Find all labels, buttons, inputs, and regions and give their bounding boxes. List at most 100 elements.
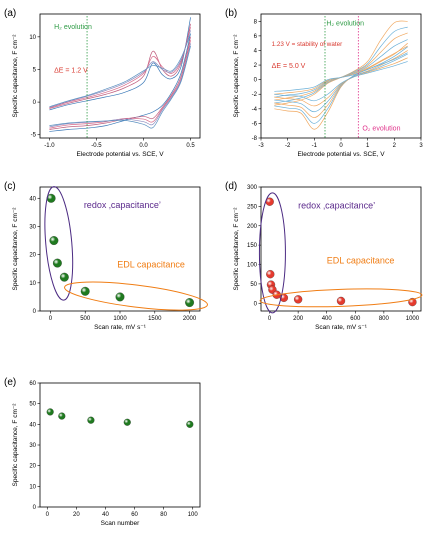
x-tick-label: 1500 (148, 316, 162, 322)
y-tick-label: 150 (247, 243, 258, 249)
x-axis-label: Scan number (101, 520, 140, 527)
cv-curve-reverse (274, 61, 408, 102)
cv-curve-forward (49, 23, 191, 109)
plot-frame (260, 186, 422, 312)
panel-label: (e) (4, 377, 16, 388)
data-point (186, 420, 194, 428)
y-tick-label: 0 (254, 78, 258, 84)
cv-curve-reverse (49, 36, 191, 130)
y-tick-label: 0 (33, 100, 37, 106)
plot-frame (39, 13, 201, 139)
annotation-edl: EDL capacitance (117, 259, 185, 269)
y-tick-label: 50 (250, 282, 257, 288)
y-tick-label: 4 (254, 48, 258, 54)
panel-d: (d) 0 200 400 600 800 1000 0 50 100 150 200 250 300 Sc… (225, 181, 423, 331)
y-tick-label: -2 (252, 92, 258, 98)
x-tick-label: 3 (419, 143, 423, 149)
data-point (59, 272, 69, 282)
y-tick-label: 30 (29, 224, 36, 230)
x-tick-label: 40 (102, 512, 109, 518)
x-axis-label: Electrode potential vs. SCE, V (76, 151, 164, 158)
y-tick-label: 20 (29, 253, 36, 259)
x-tick-label: 60 (131, 512, 138, 518)
annotation-water-stability: 1.23 V = stability of water (272, 41, 343, 48)
y-tick-label: 10 (29, 281, 36, 287)
annotation-delta-e: ΔE = 1.2 V (54, 68, 88, 75)
y-tick-label: 8 (254, 19, 258, 25)
x-tick-label: 20 (73, 512, 80, 518)
x-tick-label: -1 (312, 143, 318, 149)
cv-curve-reverse (49, 45, 191, 129)
panel-label: (c) (4, 181, 16, 192)
x-tick-label: -2 (285, 143, 291, 149)
cv-curve-forward (49, 17, 191, 111)
panel-label: (b) (225, 8, 237, 19)
x-axis-label: Scan rate, mV s⁻¹ (315, 324, 368, 331)
x-tick-label: -3 (258, 143, 264, 149)
annotation-edl: EDL capacitance (327, 256, 395, 266)
annotation-redox: redox ‚capacitance’ (298, 200, 375, 210)
x-tick-label: -0.5 (91, 143, 102, 149)
x-tick-label: 100 (188, 512, 199, 518)
x-tick-label: 0 (49, 316, 53, 322)
x-tick-label: 800 (379, 316, 390, 322)
x-axis-label: Scan rate, mV s⁻¹ (94, 324, 147, 331)
redox-ellipse (44, 186, 74, 301)
y-tick-label: 200 (247, 224, 258, 230)
y-tick-label: 50 (29, 402, 36, 408)
redox-ellipse (258, 192, 286, 314)
cv-curve-forward (49, 26, 191, 109)
cv-curve-reverse (274, 53, 408, 113)
x-tick-label: 600 (350, 316, 361, 322)
cv-curve-reverse (274, 46, 408, 124)
data-point (185, 298, 195, 307)
x-tick-label: 500 (80, 316, 91, 322)
y-tick-label: 60 (29, 381, 36, 387)
y-tick-label: 0 (33, 309, 37, 315)
x-tick-label: 200 (293, 316, 304, 322)
x-tick-label: 0 (46, 512, 50, 518)
x-axis-label: Electrode potential vs. SCE, V (297, 151, 385, 158)
annotation-h2-evolution: H₂ evolution (326, 21, 364, 28)
y-tick-label: 0 (254, 301, 258, 307)
panel-b: (b) -3 -2 -1 0 1 2 3 -8 -6 -4 -2 0 2 4 6 8 Electrode pote… (225, 8, 423, 158)
x-tick-label: 80 (160, 512, 167, 518)
y-tick-label: 40 (29, 196, 36, 202)
data-point (293, 295, 303, 304)
data-point (87, 416, 95, 424)
panel-e: (e) 0 20 40 60 80 100 0 10 20 30 40 50 60 Scan number S… (4, 377, 201, 527)
cv-curve-reverse (274, 42, 408, 130)
y-tick-label: 300 (247, 185, 258, 191)
x-tick-label: 0 (268, 316, 272, 322)
edl-ellipse (64, 281, 208, 311)
y-tick-label: 0 (33, 505, 37, 511)
y-axis-label: Specific capacitance, F cm⁻² (12, 207, 19, 291)
cv-curve-reverse (274, 57, 408, 107)
data-point (58, 412, 66, 420)
y-tick-label: -8 (252, 136, 258, 142)
y-tick-label: -4 (252, 107, 258, 113)
data-point (52, 258, 62, 268)
annotation-h2-evolution: H₂ evolution (54, 24, 92, 31)
plot-frame (260, 13, 422, 139)
y-tick-label: -5 (31, 133, 37, 139)
cv-series-group (274, 20, 408, 130)
panel-label: (d) (225, 181, 237, 192)
annotation-delta-e: ΔE = 5.0 V (272, 63, 306, 70)
x-tick-label: -1.0 (44, 143, 55, 149)
cv-curve-forward (49, 33, 191, 108)
cv-curve-forward (49, 30, 191, 108)
x-tick-label: 1000 (113, 316, 127, 322)
y-tick-label: 6 (254, 34, 258, 40)
x-tick-label: 400 (322, 316, 333, 322)
x-tick-label: 0.0 (139, 143, 148, 149)
cv-curve-forward (274, 52, 408, 92)
annotation-redox: redox ‚capacitance’ (84, 200, 161, 210)
y-axis-label: Specific capacitance, F cm⁻² (233, 34, 240, 118)
data-point (46, 408, 54, 416)
edl-ellipse (259, 288, 423, 308)
y-axis-label: Specific capacitance, F cm⁻² (12, 34, 19, 118)
data-point (266, 270, 275, 279)
panel-c: (c) 0 500 1000 1500 2000 0 10 20 30 40 Scan rate, m… (4, 181, 208, 331)
data-point (115, 292, 125, 302)
